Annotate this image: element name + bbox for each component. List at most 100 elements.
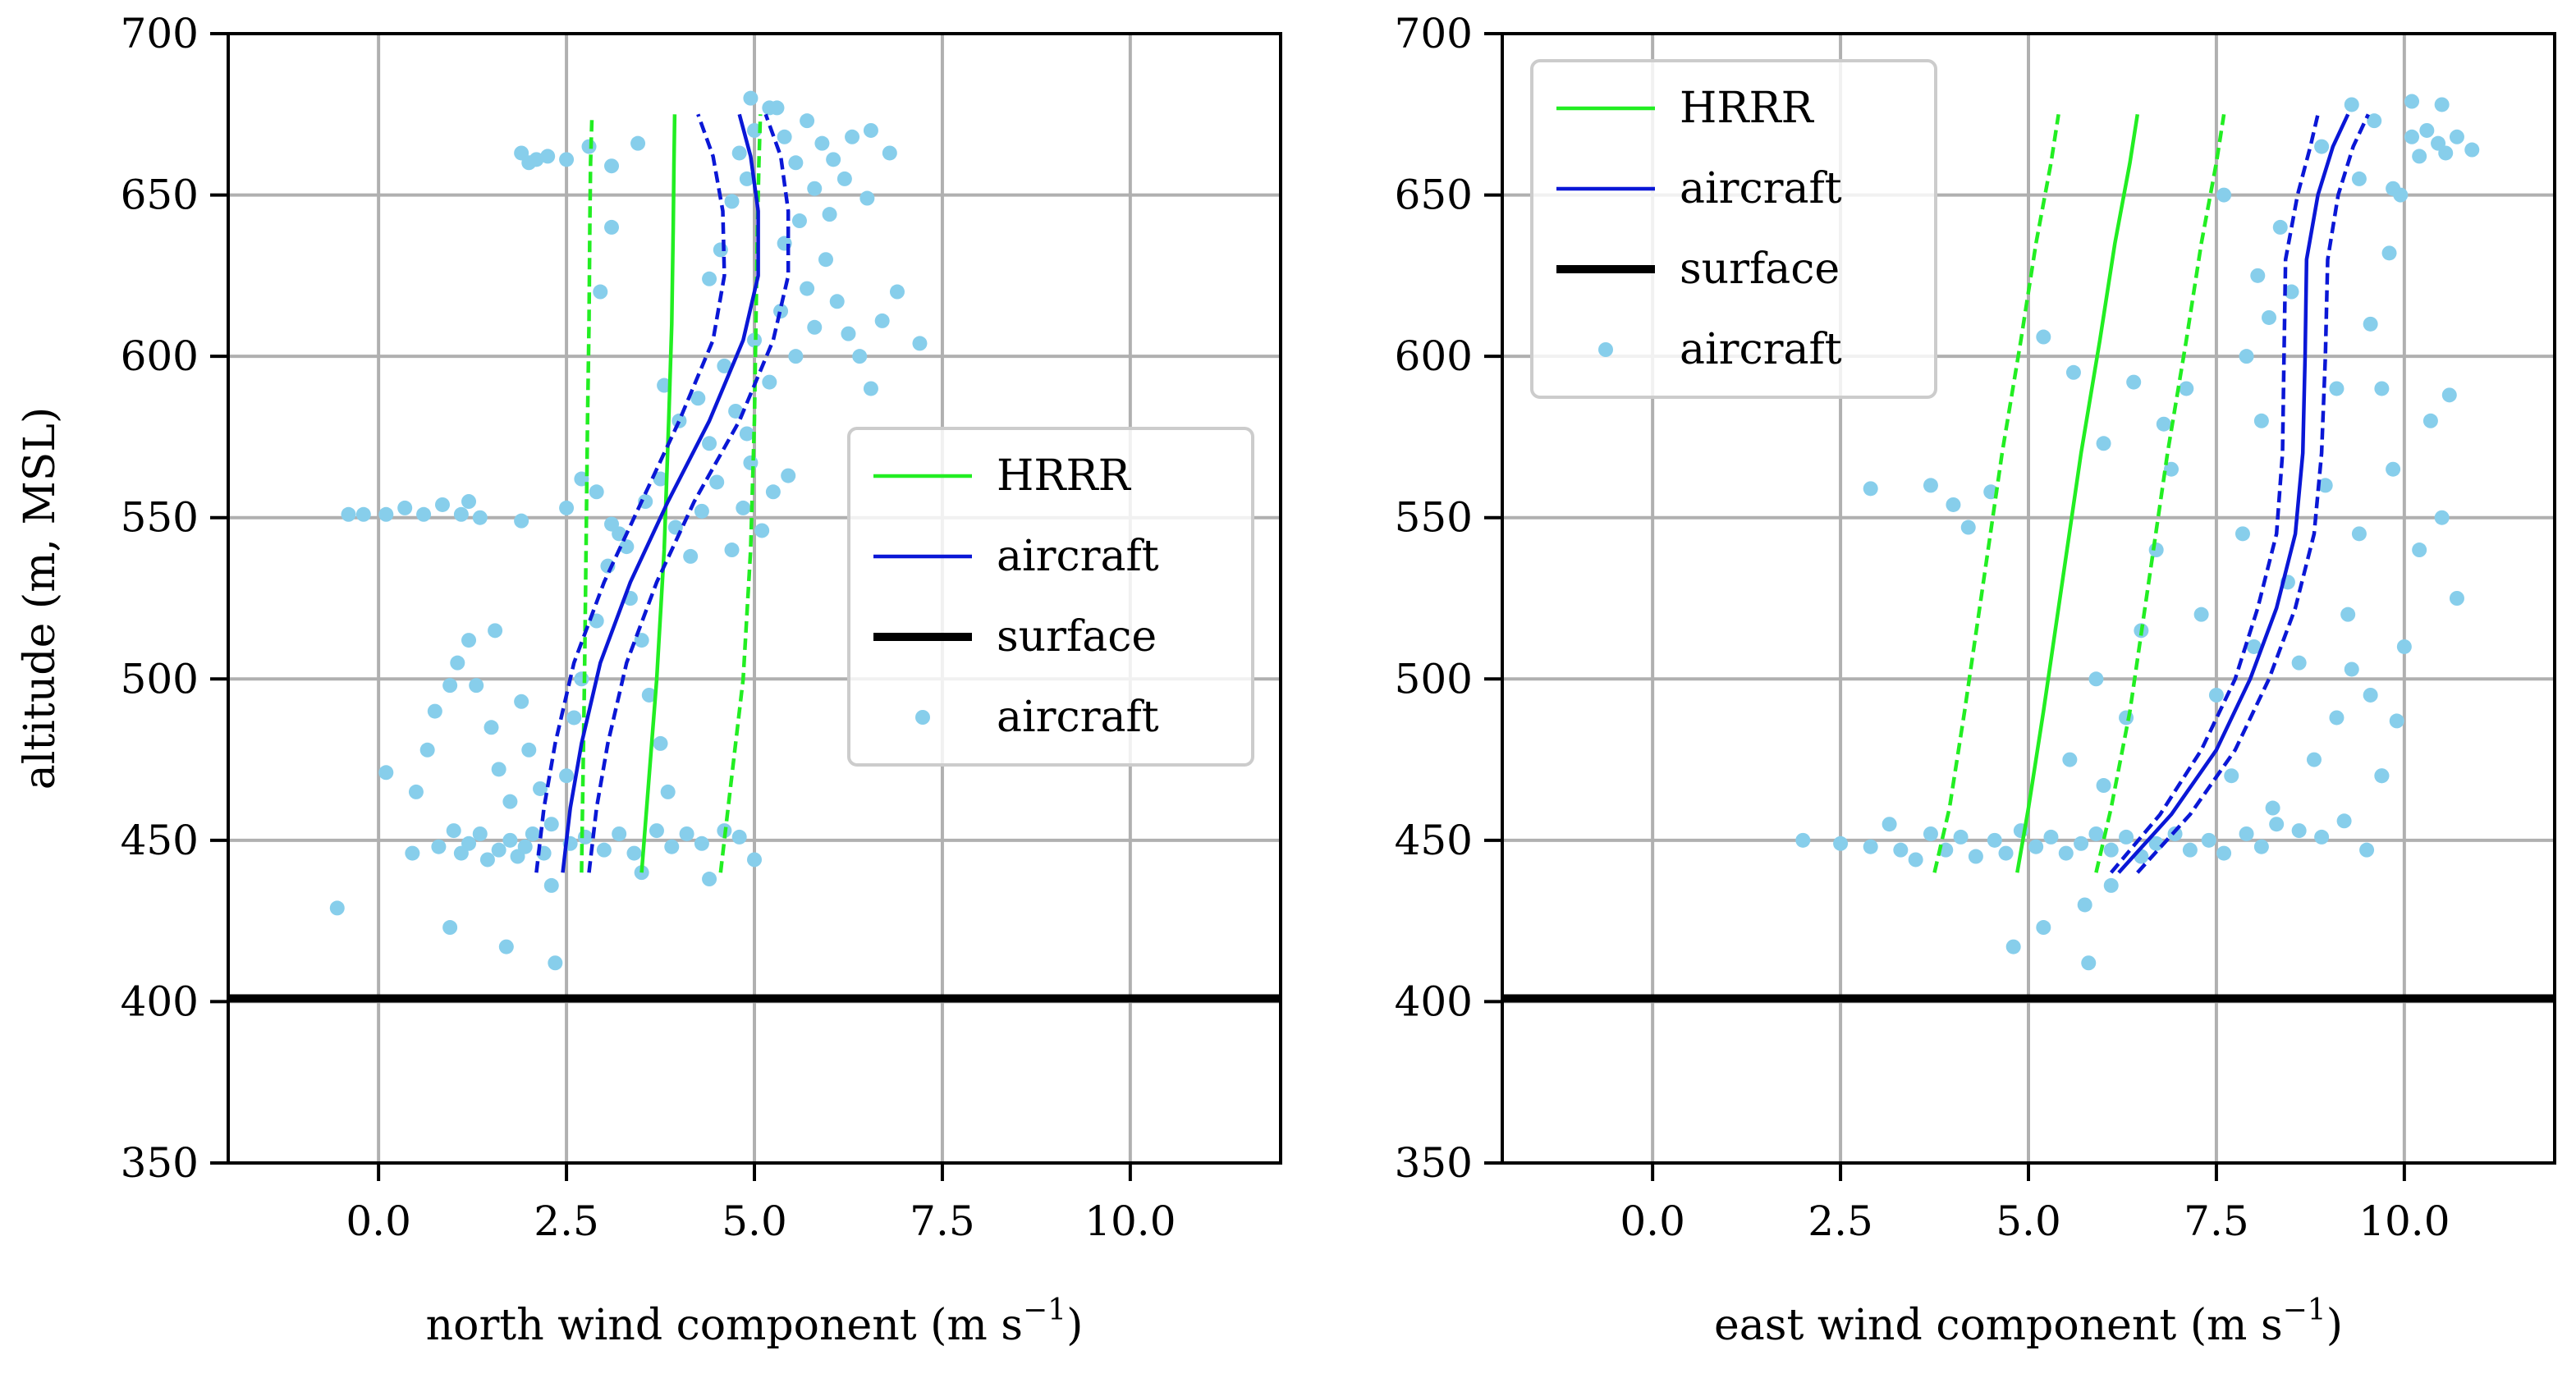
- y-tick-label: 500: [121, 655, 199, 703]
- scatter-point: [1908, 852, 1923, 868]
- legend-label: HRRR: [997, 451, 1132, 501]
- scatter-point: [2317, 478, 2333, 493]
- scatter-point: [2291, 655, 2307, 671]
- x-axis-label: north wind component (m s−1): [426, 1293, 1084, 1350]
- scatter-point: [2224, 768, 2239, 784]
- y-tick-label: 400: [121, 977, 199, 1025]
- legend-label: surface: [1680, 245, 1840, 294]
- y-tick-label: 550: [1395, 494, 1473, 542]
- scatter-point: [446, 823, 461, 839]
- scatter-point: [2329, 381, 2345, 396]
- scatter-point: [2208, 687, 2224, 703]
- scatter-point: [679, 826, 694, 841]
- scatter-point: [2148, 543, 2164, 558]
- hrrr-upper-bound-line: [718, 114, 763, 873]
- scatter-point: [2464, 142, 2480, 158]
- scatter-point: [747, 852, 762, 868]
- scatter-point: [1863, 839, 1878, 854]
- scatter-point: [2449, 129, 2464, 144]
- scatter-point: [2412, 149, 2427, 164]
- x-tick-label: 0.0: [346, 1197, 411, 1245]
- scatter-point: [1998, 845, 2014, 861]
- scatter-point: [826, 152, 841, 167]
- scatter-point: [559, 152, 575, 167]
- scatter-point: [431, 839, 447, 854]
- legend-label: surface: [997, 612, 1157, 662]
- x-tick-label: 5.0: [722, 1197, 787, 1245]
- legend-frame: [847, 427, 1254, 767]
- legend-label: aircraft: [1680, 164, 1842, 213]
- scatter-point: [1893, 842, 1909, 858]
- aircraft-upper-bound-line: [2136, 113, 2370, 874]
- scatter-point: [1923, 478, 1938, 493]
- scatter-point: [2036, 920, 2051, 936]
- y-axis-label: altitude (m, MSL): [16, 407, 65, 790]
- scatter-point: [2148, 835, 2164, 851]
- scatter-point: [612, 826, 627, 841]
- scatter-point: [2262, 309, 2277, 325]
- scatter-point: [2058, 845, 2074, 861]
- scatter-point: [2329, 710, 2345, 726]
- scatter-point: [2396, 639, 2412, 654]
- scatter-point: [577, 829, 593, 845]
- aircraft-line: [2117, 113, 2350, 874]
- scatter-point: [521, 155, 537, 171]
- scatter-point: [533, 781, 548, 796]
- hrrr-line: [2015, 113, 2140, 873]
- scatter-point: [2253, 413, 2269, 428]
- y-tick-label: 350: [1395, 1139, 1473, 1187]
- scatter-point: [2265, 800, 2280, 816]
- legend-frame: [1530, 59, 1937, 399]
- scatter-point: [747, 122, 762, 138]
- scatter-point: [472, 826, 488, 841]
- scatter-point: [2163, 461, 2179, 477]
- scatter-point: [484, 720, 499, 735]
- scatter-point: [2182, 842, 2198, 858]
- y-tick-label: 700: [1395, 10, 1473, 57]
- scatter-point: [540, 149, 556, 164]
- x-axis-label-main: east wind component (m s: [1714, 1301, 2283, 1350]
- legend-point-marker: [1598, 342, 1613, 357]
- hrrr-upper-bound-line: [2094, 113, 2226, 873]
- plot-data-layer: [1502, 94, 2555, 1003]
- y-tick-label: 400: [1395, 977, 1473, 1025]
- scatter-point: [863, 381, 878, 396]
- hrrr-lower-bound-line: [1932, 113, 2060, 873]
- scatter-point: [619, 539, 635, 555]
- scatter-point: [517, 839, 533, 854]
- aircraft-lower-bound-line: [2109, 113, 2320, 874]
- scatter-point: [724, 194, 740, 209]
- scatter-point: [2269, 817, 2285, 832]
- scatter-point: [378, 765, 394, 781]
- scatter-point: [2351, 526, 2367, 542]
- scatter-point: [630, 135, 646, 151]
- scatter-point: [2306, 752, 2322, 767]
- scatter-point: [912, 336, 928, 351]
- y-tick-label: 350: [121, 1139, 199, 1187]
- scatter-point: [2062, 752, 2078, 767]
- scatter-point: [574, 671, 589, 687]
- scatter-point: [641, 687, 657, 703]
- y-tick-label: 500: [1395, 655, 1473, 703]
- scatter-point: [2412, 543, 2427, 558]
- scatter-point: [2422, 413, 2438, 428]
- scatter-point: [416, 506, 432, 522]
- scatter-point: [739, 171, 754, 186]
- hrrr-line: [639, 114, 677, 873]
- legend-label: aircraft: [1680, 325, 1842, 374]
- scatter-point: [788, 155, 804, 171]
- x-tick-label: 7.5: [910, 1197, 975, 1245]
- scatter-point: [355, 506, 371, 522]
- scatter-point: [1946, 497, 1961, 512]
- scatter-point: [453, 506, 469, 522]
- x-tick-label: 2.5: [1808, 1197, 1873, 1245]
- scatter-point: [863, 122, 878, 138]
- scatter-point: [2386, 181, 2401, 196]
- scatter-point: [2340, 607, 2356, 622]
- scatter-point: [559, 500, 575, 515]
- scatter-point: [461, 633, 477, 648]
- scatter-point: [604, 219, 620, 235]
- scatter-point: [2367, 113, 2382, 129]
- y-tick-label: 600: [121, 332, 199, 380]
- x-axis-label-close: ): [2326, 1301, 2343, 1350]
